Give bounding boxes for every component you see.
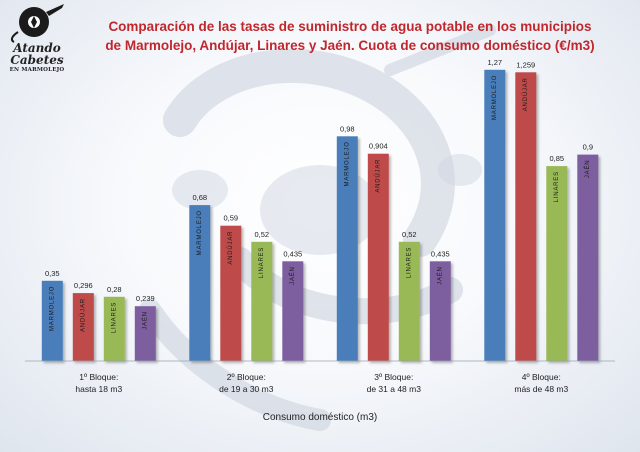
bar-series-label-linares-4: LINARES [554,171,560,202]
data-label-marmolejo-4: 1,27 [487,58,502,67]
category-label-3-line2: de 31 a 48 m3 [367,384,422,394]
category-label-1-line1: 1º Bloque: [79,372,118,382]
data-label-jaén-2: 0,435 [283,249,302,258]
data-label-andújar-3: 0,904 [369,142,388,151]
x-axis-title: Consumo doméstico (m3) [262,412,378,423]
bar-linares-3 [398,241,420,361]
data-label-andújar-2: 0,59 [223,214,238,223]
bar-series-label-jaén-2: JAÉN [289,266,296,285]
data-label-jaén-1: 0,239 [136,294,155,303]
data-label-marmolejo-2: 0,68 [192,193,207,202]
logo-text-line2: Cabetes [10,53,64,67]
chart-title-line1: Comparación de las tasas de suministro d… [108,19,592,34]
data-label-linares-2: 0,52 [254,230,269,239]
bar-series-label-marmolejo-2: MARMOLEJO [197,210,203,255]
bar-linares-2 [251,241,273,361]
bars-layer [25,69,615,362]
bar-series-label-jaén-4: JAÉN [584,160,591,179]
category-label-1-line2: hasta 18 m3 [75,384,122,394]
data-label-andújar-4: 1,259 [516,60,535,69]
bar-series-label-marmolejo-3: MARMOLEJO [344,141,350,186]
bar-series-label-marmolejo-1: MARMOLEJO [49,286,55,331]
bar-marmolejo-3 [336,136,358,361]
logo-icon [10,4,64,43]
chart-title: Comparación de las tasas de suministro d… [90,17,610,55]
category-label-3-line1: 3º Bloque: [374,372,413,382]
bar-series-label-andújar-3: ANDÚJAR [374,159,381,193]
bar-series-label-marmolejo-4: MARMOLEJO [492,75,498,120]
bar-marmolejo-1 [41,280,63,362]
bar-marmolejo-4 [484,69,506,362]
bar-series-label-andújar-2: ANDÚJAR [227,231,234,265]
category-label-2-line2: de 19 a 30 m3 [219,384,274,394]
bar-series-label-jaén-1: JAÉN [141,311,148,330]
bar-series-label-andújar-4: ANDÚJAR [522,77,529,111]
bar-andújar-4 [515,72,537,362]
bar-marmolejo-2 [189,205,211,361]
bar-series-label-linares-2: LINARES [259,247,265,278]
data-label-andújar-1: 0,296 [74,281,93,290]
bar-jaén-4 [577,154,599,361]
bar-andújar-1 [72,293,94,361]
bar-linares-4 [546,166,568,361]
bar-series-label-andújar-1: ANDÚJAR [79,298,86,332]
bar-series-label-linares-1: LINARES [111,302,117,333]
data-label-linares-1: 0,28 [107,285,122,294]
data-label-linares-4: 0,85 [549,154,564,163]
bar-series-label-linares-3: LINARES [406,247,412,278]
logo-text-line1: Atando [13,41,61,55]
category-label-2-line1: 2º Bloque: [227,372,266,382]
bar-jaén-1 [134,306,156,361]
category-label-4-line1: 4º Bloque: [522,372,561,382]
bar-andújar-3 [367,153,389,361]
logo-text-line3: EN MARMOLEJO [9,67,65,73]
data-label-linares-3: 0,52 [402,230,417,239]
logo: Atando Cabetes EN MARMOLEJO [4,2,70,82]
bar-jaén-3 [429,261,451,361]
data-label-marmolejo-3: 0,98 [340,124,355,133]
bar-jaén-2 [282,261,304,361]
labels-layer: 0,35 MARMOLEJO 0,296 ANDÚJAR 0,28 LINARES 0,23… [45,58,593,394]
bar-series-label-jaén-3: JAÉN [436,266,443,285]
data-label-jaén-3: 0,435 [431,249,450,258]
chart-title-line2: de Marmolejo, Andújar, Linares y Jaén. C… [105,38,595,53]
data-label-marmolejo-1: 0,35 [45,269,60,278]
bar-linares-1 [103,296,125,361]
data-label-jaén-4: 0,9 [583,143,593,152]
bar-andújar-2 [220,225,242,361]
category-label-4-line2: más de 48 m3 [514,384,568,394]
